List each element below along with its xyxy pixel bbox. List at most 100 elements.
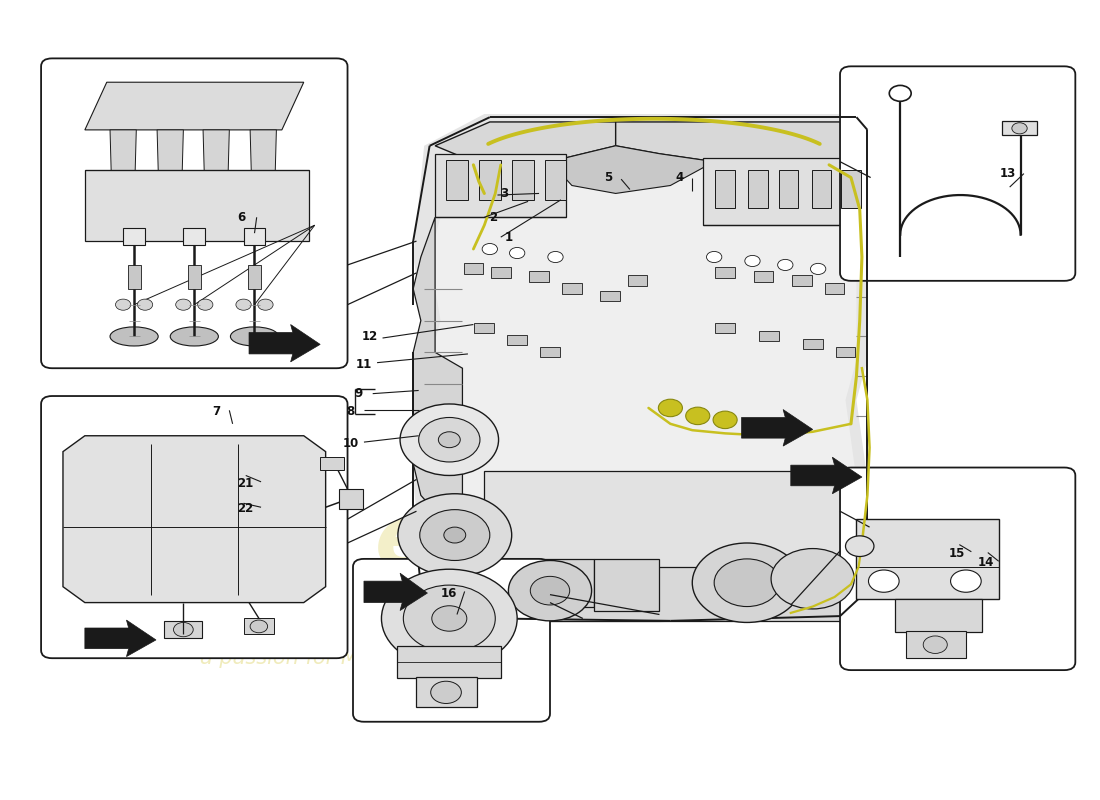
Bar (803, 339, 823, 349)
Bar (748, 170, 768, 208)
Bar (540, 346, 560, 357)
Ellipse shape (230, 327, 278, 346)
Bar (397, 646, 500, 678)
Circle shape (923, 636, 947, 654)
Circle shape (235, 299, 251, 310)
Circle shape (771, 549, 855, 609)
Circle shape (138, 299, 153, 310)
Circle shape (432, 606, 466, 631)
Circle shape (257, 299, 273, 310)
Bar (320, 457, 344, 470)
Polygon shape (741, 410, 813, 446)
Circle shape (509, 247, 525, 258)
Text: eurOparts: eurOparts (375, 502, 865, 585)
Bar (601, 291, 620, 302)
Circle shape (811, 263, 826, 274)
Text: a passion for Maserati since 1985: a passion for Maserati since 1985 (200, 648, 551, 668)
FancyBboxPatch shape (41, 396, 348, 658)
Ellipse shape (170, 327, 219, 346)
Circle shape (713, 411, 737, 429)
Circle shape (431, 682, 461, 703)
Circle shape (658, 399, 682, 417)
Circle shape (419, 418, 480, 462)
Bar (248, 265, 261, 289)
Text: 12: 12 (361, 330, 377, 343)
Text: 10: 10 (343, 437, 359, 450)
Bar (836, 346, 856, 357)
Text: 7: 7 (212, 406, 220, 418)
Polygon shape (157, 130, 184, 210)
Text: 15: 15 (949, 547, 966, 560)
Circle shape (198, 299, 213, 310)
Bar (905, 631, 966, 658)
FancyBboxPatch shape (840, 66, 1076, 281)
Text: 2: 2 (490, 210, 497, 224)
Bar (128, 265, 141, 289)
Bar (544, 160, 566, 200)
Text: 11: 11 (355, 358, 372, 370)
Circle shape (250, 620, 267, 633)
FancyBboxPatch shape (353, 559, 550, 722)
Circle shape (116, 299, 131, 310)
Polygon shape (616, 122, 868, 162)
Circle shape (439, 432, 460, 448)
Text: 3: 3 (500, 187, 508, 200)
Bar (529, 271, 549, 282)
Circle shape (398, 494, 512, 576)
Bar (628, 275, 648, 286)
Circle shape (420, 510, 490, 561)
Bar (715, 170, 735, 208)
Bar (243, 618, 274, 634)
Circle shape (382, 570, 517, 668)
Circle shape (404, 585, 495, 652)
Bar (715, 267, 735, 278)
Text: 16: 16 (441, 586, 458, 599)
Bar (1002, 121, 1037, 135)
Text: 8: 8 (346, 406, 355, 418)
Text: 6: 6 (238, 210, 245, 224)
Circle shape (400, 404, 498, 475)
Bar (506, 559, 594, 606)
Bar (417, 678, 476, 707)
Circle shape (530, 576, 570, 605)
Circle shape (548, 251, 563, 262)
Text: 5: 5 (604, 171, 612, 184)
Polygon shape (791, 457, 862, 494)
Bar (594, 559, 659, 610)
Bar (474, 323, 494, 334)
Bar (512, 160, 534, 200)
Polygon shape (85, 82, 304, 130)
Polygon shape (204, 130, 229, 210)
Polygon shape (63, 436, 326, 602)
Circle shape (889, 86, 911, 102)
Text: 14: 14 (978, 556, 993, 570)
Polygon shape (364, 573, 428, 610)
Bar (759, 331, 779, 342)
Ellipse shape (110, 327, 158, 346)
Bar (123, 228, 145, 245)
Text: 22: 22 (238, 502, 254, 515)
Bar (339, 489, 363, 509)
Circle shape (745, 255, 760, 266)
Polygon shape (110, 130, 136, 210)
Polygon shape (85, 620, 156, 657)
Circle shape (482, 243, 497, 254)
Bar (484, 558, 857, 621)
Polygon shape (436, 122, 616, 162)
Polygon shape (414, 114, 868, 622)
Circle shape (778, 259, 793, 270)
Bar (484, 471, 868, 567)
Circle shape (869, 570, 899, 592)
Bar (779, 170, 799, 208)
Circle shape (176, 299, 191, 310)
Bar (436, 154, 566, 218)
Circle shape (1012, 122, 1027, 134)
Bar (478, 160, 500, 200)
Bar (446, 160, 468, 200)
Bar (507, 335, 527, 345)
Circle shape (685, 407, 710, 425)
Circle shape (174, 622, 194, 637)
Text: 1: 1 (504, 230, 513, 244)
Circle shape (508, 561, 592, 621)
Circle shape (846, 536, 874, 557)
